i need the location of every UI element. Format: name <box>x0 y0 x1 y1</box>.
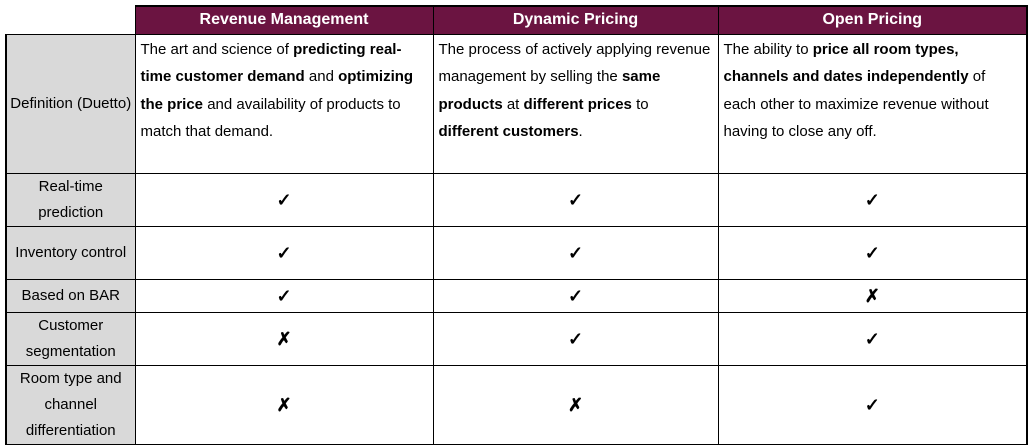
feature-row: Room type and channel differentiation ✗ … <box>5 364 1028 445</box>
feature-row: Customer segmentation ✗ ✓ ✓ <box>5 311 1028 366</box>
mark-cell: ✗ <box>717 278 1028 313</box>
feature-row-label: Room type and channel differentiation <box>5 364 136 445</box>
check-icon: ✓ <box>567 285 584 306</box>
mark-cell: ✓ <box>134 225 434 280</box>
definition-revenue-management: The art and science of predicting real-t… <box>134 33 434 174</box>
definition-row-label: Definition (Duetto) <box>5 33 136 174</box>
feature-row: Inventory control ✓ ✓ ✓ <box>5 225 1028 280</box>
mark-cell: ✓ <box>432 311 719 366</box>
mark-cell: ✓ <box>134 172 434 227</box>
header-row: Revenue Management Dynamic Pricing Open … <box>6 5 1028 35</box>
definition-dynamic-pricing: The process of actively applying revenue… <box>432 33 719 174</box>
definition-row: Definition (Duetto) The art and science … <box>5 33 1028 174</box>
mark-cell: ✓ <box>717 225 1028 280</box>
pricing-comparison-table: Revenue Management Dynamic Pricing Open … <box>5 5 1028 445</box>
check-icon: ✓ <box>864 394 880 415</box>
mark-cell: ✓ <box>717 172 1028 227</box>
column-header-open-pricing: Open Pricing <box>717 5 1028 35</box>
mark-cell: ✓ <box>134 278 434 313</box>
cross-icon: ✗ <box>567 394 584 415</box>
mark-cell: ✓ <box>717 364 1028 445</box>
check-icon: ✓ <box>276 189 292 210</box>
check-icon: ✓ <box>864 189 880 210</box>
column-header-revenue-management: Revenue Management <box>134 5 434 35</box>
check-icon: ✓ <box>567 328 584 349</box>
check-icon: ✓ <box>864 242 880 263</box>
corner-blank-cell <box>6 6 135 34</box>
feature-row-label: Real-time prediction <box>5 172 136 227</box>
mark-cell: ✗ <box>134 364 434 445</box>
feature-row: Real-time prediction ✓ ✓ ✓ <box>5 172 1028 227</box>
mark-cell: ✓ <box>717 311 1028 366</box>
cross-icon: ✗ <box>864 285 880 306</box>
cross-icon: ✗ <box>276 328 292 349</box>
mark-cell: ✗ <box>134 311 434 366</box>
check-icon: ✓ <box>276 285 292 306</box>
feature-row: Based on BAR ✓ ✓ ✗ <box>5 278 1028 313</box>
feature-row-label: Inventory control <box>5 225 136 280</box>
feature-row-label: Based on BAR <box>5 278 136 313</box>
mark-cell: ✗ <box>432 364 719 445</box>
definition-open-pricing: The ability to price all room types, cha… <box>717 33 1028 174</box>
check-icon: ✓ <box>567 189 584 210</box>
mark-cell: ✓ <box>432 172 719 227</box>
mark-cell: ✓ <box>432 278 719 313</box>
feature-row-label: Customer segmentation <box>5 311 136 366</box>
mark-cell: ✓ <box>432 225 719 280</box>
check-icon: ✓ <box>864 328 880 349</box>
column-header-dynamic-pricing: Dynamic Pricing <box>432 5 719 35</box>
check-icon: ✓ <box>567 242 584 263</box>
cross-icon: ✗ <box>276 394 292 415</box>
check-icon: ✓ <box>276 242 292 263</box>
